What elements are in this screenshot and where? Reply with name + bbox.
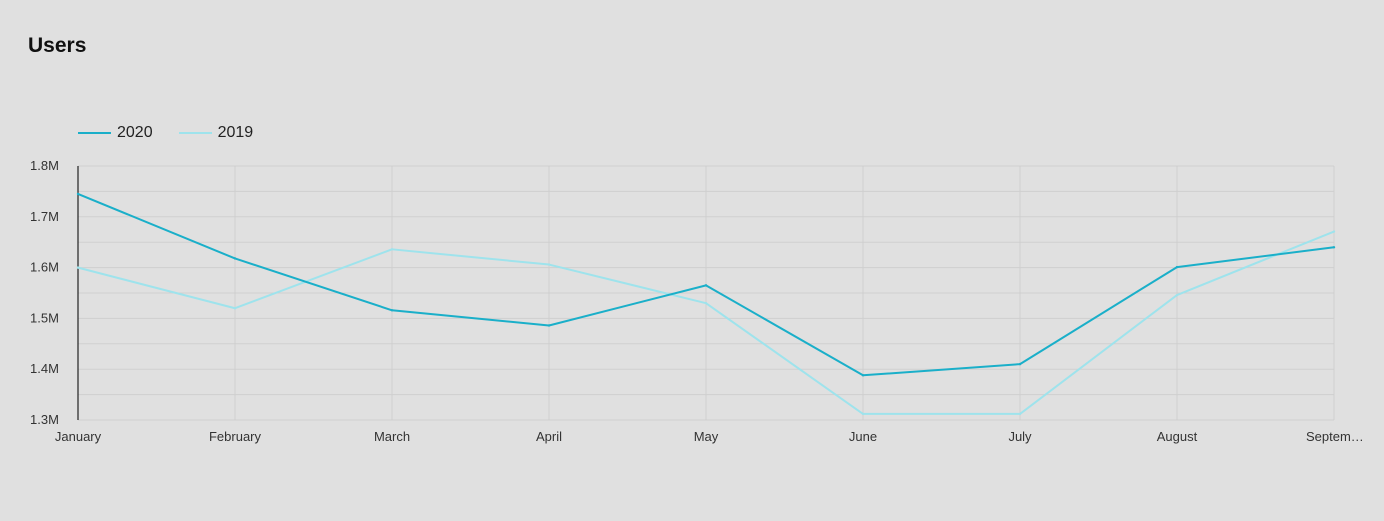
y-tick-label: 1.5M bbox=[30, 310, 59, 325]
chart-title: Users bbox=[28, 34, 87, 57]
data-point-2019[interactable] bbox=[1332, 230, 1336, 233]
data-point-2019[interactable] bbox=[547, 263, 551, 266]
data-point-2020[interactable] bbox=[547, 324, 551, 327]
y-tick-label: 1.4M bbox=[30, 361, 59, 376]
data-point-2020[interactable] bbox=[704, 284, 708, 287]
data-point-2019[interactable] bbox=[76, 266, 80, 269]
legend-label-2019: 2019 bbox=[217, 124, 254, 141]
x-tick-label: August bbox=[1157, 429, 1198, 444]
y-tick-label: 1.6M bbox=[30, 260, 59, 275]
x-tick-label: April bbox=[536, 429, 562, 444]
x-tick-label: June bbox=[849, 429, 877, 444]
data-point-2019[interactable] bbox=[390, 248, 394, 251]
x-tick-label: July bbox=[1008, 429, 1032, 444]
data-point-2020[interactable] bbox=[76, 192, 80, 196]
chart-legend: 2020 2019 bbox=[78, 124, 253, 142]
data-point-2020[interactable] bbox=[861, 374, 865, 377]
x-tick-label: February bbox=[209, 429, 262, 444]
data-point-2020[interactable] bbox=[1018, 362, 1022, 366]
x-tick-label: January bbox=[55, 429, 102, 444]
data-point-2020[interactable] bbox=[1332, 246, 1336, 249]
y-tick-label: 1.8M bbox=[30, 158, 59, 173]
data-point-2019[interactable] bbox=[233, 307, 237, 310]
x-tick-label: Septem… bbox=[1306, 429, 1364, 444]
legend-item-2019[interactable]: 2019 bbox=[178, 124, 254, 142]
legend-item-2020[interactable]: 2020 bbox=[78, 124, 153, 142]
legend-swatch-2019 bbox=[178, 132, 212, 134]
x-tick-label: March bbox=[374, 429, 410, 444]
data-point-2019[interactable] bbox=[861, 412, 865, 416]
data-point-2020[interactable] bbox=[390, 309, 394, 312]
data-point-2019[interactable] bbox=[1175, 293, 1179, 297]
x-tick-label: May bbox=[694, 429, 719, 444]
y-tick-label: 1.3M bbox=[30, 412, 59, 427]
y-tick-label: 1.7M bbox=[30, 209, 59, 224]
legend-swatch-2020 bbox=[78, 132, 111, 134]
data-point-2020[interactable] bbox=[233, 257, 237, 260]
legend-label-2020: 2020 bbox=[117, 124, 153, 141]
data-point-2020[interactable] bbox=[1175, 265, 1179, 269]
data-point-2019[interactable] bbox=[704, 301, 708, 305]
data-point-2019[interactable] bbox=[1018, 412, 1022, 416]
